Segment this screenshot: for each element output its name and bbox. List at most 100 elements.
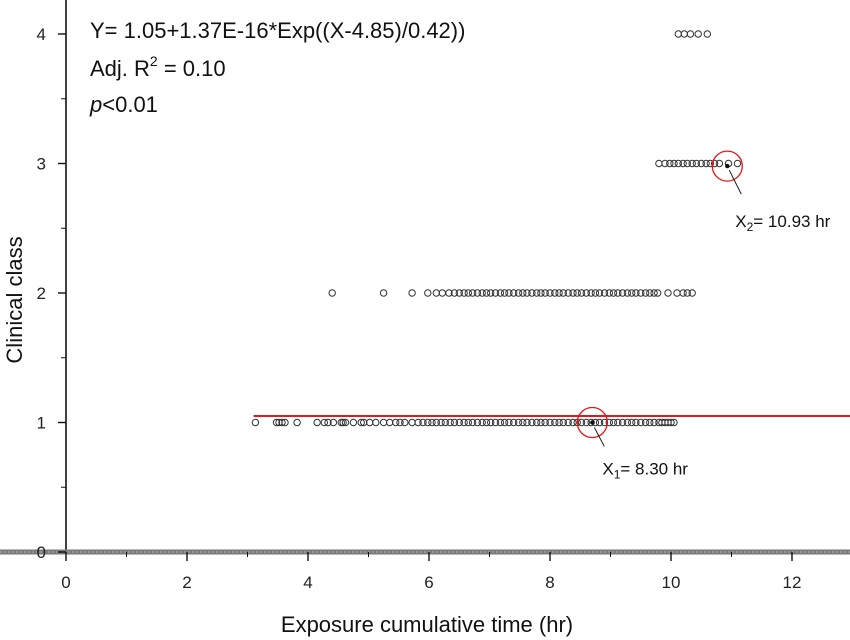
threshold-circle xyxy=(576,406,608,439)
data-point xyxy=(710,159,719,168)
data-point xyxy=(408,418,416,427)
data-point xyxy=(349,418,358,427)
p-letter: p xyxy=(89,92,102,117)
data-point xyxy=(468,418,477,427)
threshold-var: X xyxy=(602,460,613,479)
data-point xyxy=(379,289,388,297)
data-point xyxy=(628,418,636,427)
data-point xyxy=(491,418,500,427)
data-point xyxy=(392,418,400,427)
data-point xyxy=(692,159,701,168)
threshold-circle xyxy=(711,150,743,182)
x-tick-label: 10 xyxy=(662,573,681,592)
data-point xyxy=(688,159,696,168)
threshold-subscript: 1 xyxy=(614,468,621,482)
data-point xyxy=(551,289,559,297)
data-point xyxy=(341,418,350,427)
data-point xyxy=(577,418,586,427)
threshold-value: = 10.93 hr xyxy=(753,212,830,231)
data-point xyxy=(715,159,724,168)
threshold-var: X xyxy=(735,212,746,231)
equation-line: Y= 1.05+1.37E-16*Exp((X-4.85)/0.42)) xyxy=(90,18,465,43)
data-point xyxy=(609,289,618,297)
adj-r2-value: = 0.10 xyxy=(158,56,226,81)
data-point xyxy=(641,289,650,297)
data-point xyxy=(650,289,658,297)
data-point xyxy=(464,418,472,427)
data-point xyxy=(637,289,645,297)
data-point xyxy=(686,30,695,38)
data-point xyxy=(496,289,505,297)
data-point xyxy=(445,289,453,297)
data-point xyxy=(478,418,486,427)
data-point xyxy=(441,418,449,427)
data-point xyxy=(646,289,654,297)
data-point xyxy=(551,418,559,427)
x-tick-label: 8 xyxy=(545,573,554,592)
data-point xyxy=(432,289,440,297)
data-point xyxy=(357,418,365,427)
adj-r2-label: Adj. R2 = 0.10 xyxy=(90,53,226,81)
data-point xyxy=(482,289,491,297)
data-point xyxy=(595,289,604,297)
data-point xyxy=(446,418,454,427)
data-point xyxy=(460,418,468,427)
data-point xyxy=(408,289,416,297)
data-point xyxy=(641,418,650,427)
data-point xyxy=(703,30,711,38)
data-point xyxy=(505,289,513,297)
data-point xyxy=(366,418,374,427)
data-point xyxy=(573,289,581,297)
data-point xyxy=(673,289,681,297)
data-point xyxy=(450,418,459,427)
data-point xyxy=(661,159,669,168)
data-point xyxy=(424,289,432,297)
data-point xyxy=(272,418,281,427)
data-point xyxy=(438,289,446,297)
data-point xyxy=(281,418,289,427)
data-point xyxy=(320,418,328,427)
data-point xyxy=(670,418,678,427)
data-point xyxy=(694,30,702,38)
data-point xyxy=(455,289,463,297)
data-point xyxy=(609,418,618,427)
data-point xyxy=(654,289,662,297)
data-point xyxy=(655,159,663,168)
data-point xyxy=(674,30,682,38)
data-point xyxy=(464,289,472,297)
y-tick-label: 0 xyxy=(37,543,46,562)
data-point xyxy=(419,418,427,427)
data-point xyxy=(500,418,509,427)
data-point xyxy=(379,418,388,427)
data-point xyxy=(591,289,600,297)
data-point xyxy=(437,418,445,427)
data-point xyxy=(251,418,260,427)
data-point xyxy=(478,289,486,297)
data-point xyxy=(623,418,632,427)
data-point xyxy=(487,289,495,297)
data-point xyxy=(523,418,531,427)
data-point xyxy=(600,289,609,297)
data-point xyxy=(510,289,518,297)
data-point xyxy=(650,418,658,427)
data-point xyxy=(424,418,432,427)
data-point xyxy=(487,418,495,427)
y-tick-label: 4 xyxy=(37,25,46,44)
data-point xyxy=(697,159,705,168)
data-point xyxy=(632,418,640,427)
data-point xyxy=(555,289,563,297)
data-point xyxy=(587,289,595,297)
data-point xyxy=(582,418,590,427)
data-point xyxy=(618,418,627,427)
data-point xyxy=(670,159,678,168)
data-point xyxy=(523,289,531,297)
data-point xyxy=(500,289,509,297)
data-point xyxy=(468,289,477,297)
data-point xyxy=(401,418,409,427)
data-point xyxy=(614,289,622,297)
data-point xyxy=(679,289,687,297)
data-point xyxy=(293,418,301,427)
data-point xyxy=(546,418,554,427)
data-point xyxy=(683,289,691,297)
